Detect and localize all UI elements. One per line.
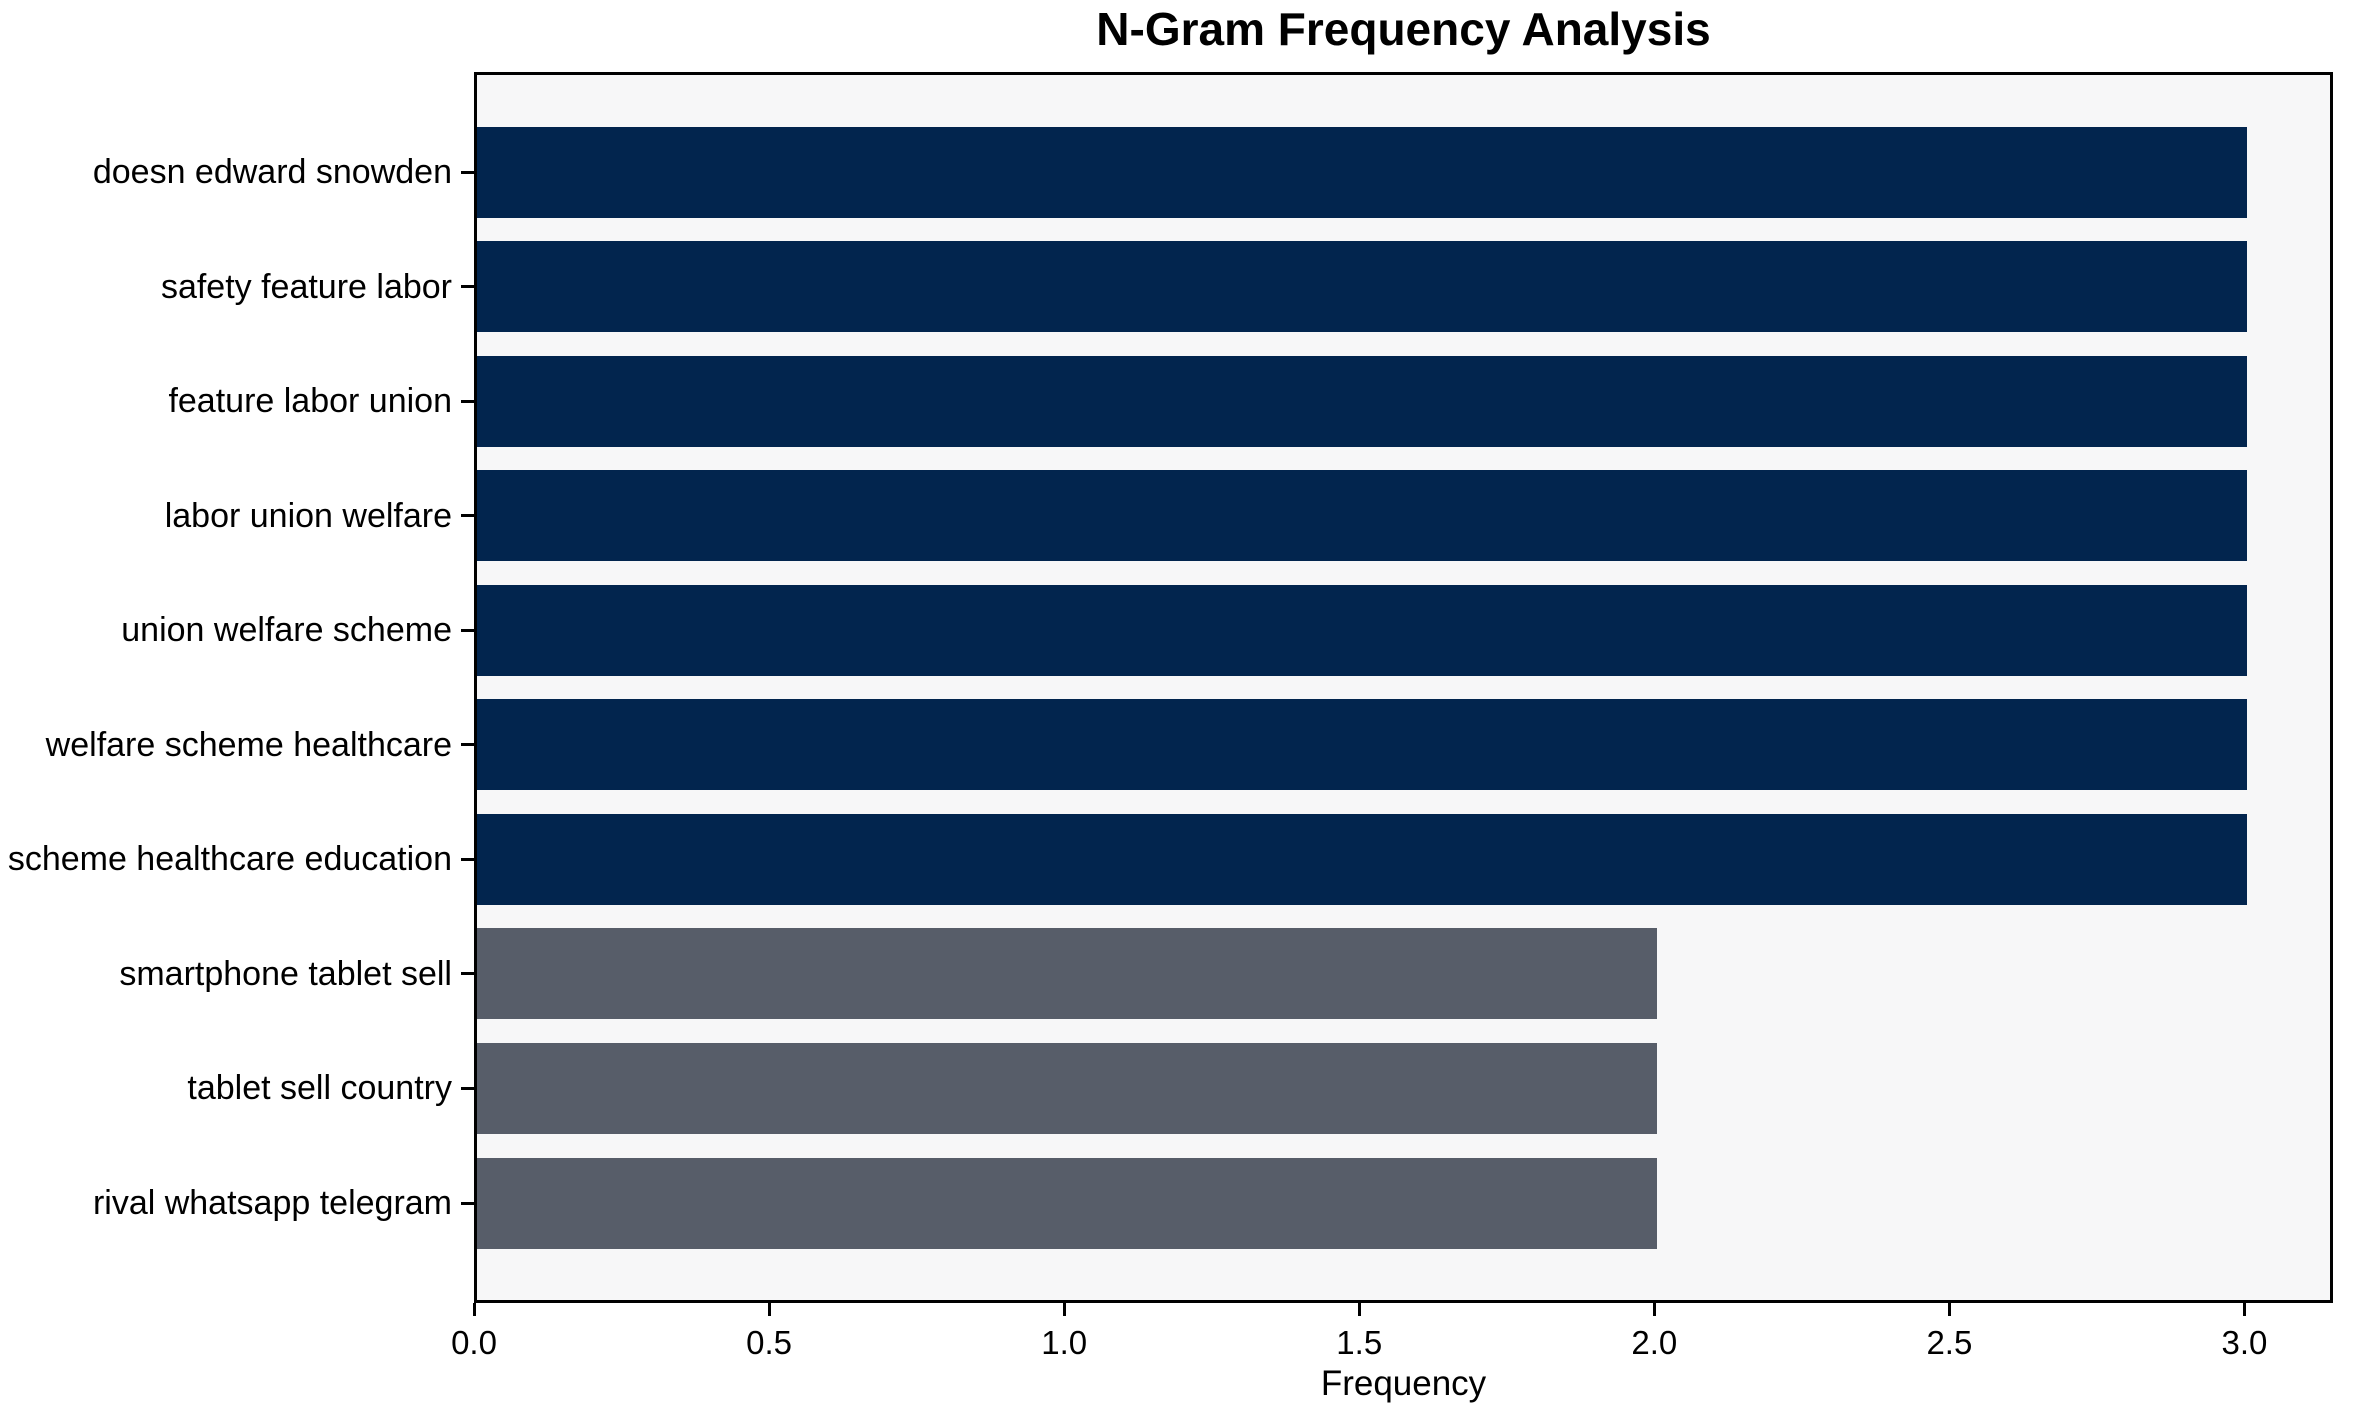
- x-tick-label: 1.0: [1041, 1324, 1088, 1361]
- x-tick-label: 3.0: [2221, 1324, 2268, 1361]
- bar: [477, 1157, 1658, 1249]
- y-tick-label: rival whatsapp telegram: [92, 1184, 452, 1222]
- y-tick-mark: [461, 1201, 474, 1205]
- y-tick-mark: [461, 1086, 474, 1090]
- bar: [477, 470, 2248, 562]
- y-tick-label: smartphone tablet sell: [119, 954, 452, 993]
- y-tick-label: labor union welfare: [164, 496, 452, 535]
- y-tick-mark: [461, 857, 474, 861]
- x-tick-mark: [767, 1303, 771, 1316]
- y-tick-mark: [461, 170, 474, 174]
- bar: [477, 126, 2248, 218]
- bar: [477, 1042, 1658, 1134]
- x-tick-mark: [1947, 1303, 1951, 1316]
- x-axis-title: Frequency: [1320, 1364, 1487, 1403]
- y-tick-label: doesn edward snowden: [92, 153, 452, 191]
- x-tick-label: 0.0: [451, 1324, 497, 1361]
- y-tick-label: welfare scheme healthcare: [45, 725, 452, 764]
- x-tick-label: 2.0: [1631, 1324, 1678, 1361]
- chart-title: N-Gram Frequency Analysis: [1096, 3, 1711, 55]
- x-tick-label: 1.5: [1336, 1324, 1383, 1361]
- y-tick-mark: [461, 972, 474, 976]
- bar: [477, 241, 2248, 333]
- x-tick-mark: [1062, 1303, 1066, 1316]
- bar: [477, 355, 2248, 447]
- x-tick-mark: [1652, 1303, 1656, 1316]
- y-tick-label: tablet sell country: [187, 1069, 452, 1108]
- bar: [477, 813, 2248, 905]
- y-tick-label: scheme healthcare education: [7, 840, 452, 879]
- x-tick-label: 2.5: [1926, 1324, 1973, 1361]
- y-tick-mark: [461, 285, 474, 289]
- y-tick-label: safety feature labor: [160, 267, 452, 306]
- y-tick-mark: [461, 628, 474, 632]
- y-tick-mark: [461, 514, 474, 518]
- bar: [477, 584, 2248, 676]
- x-tick-mark: [2242, 1303, 2246, 1316]
- bar: [477, 928, 1658, 1020]
- x-tick-mark: [472, 1303, 476, 1316]
- plot-area: [474, 72, 2333, 1303]
- bar: [477, 699, 2248, 791]
- y-tick-label: feature labor union: [168, 382, 452, 421]
- y-tick-mark: [461, 399, 474, 403]
- x-tick-label: 0.5: [746, 1324, 793, 1361]
- y-tick-label: union welfare scheme: [121, 611, 452, 650]
- y-tick-mark: [461, 743, 474, 747]
- x-tick-mark: [1357, 1303, 1361, 1316]
